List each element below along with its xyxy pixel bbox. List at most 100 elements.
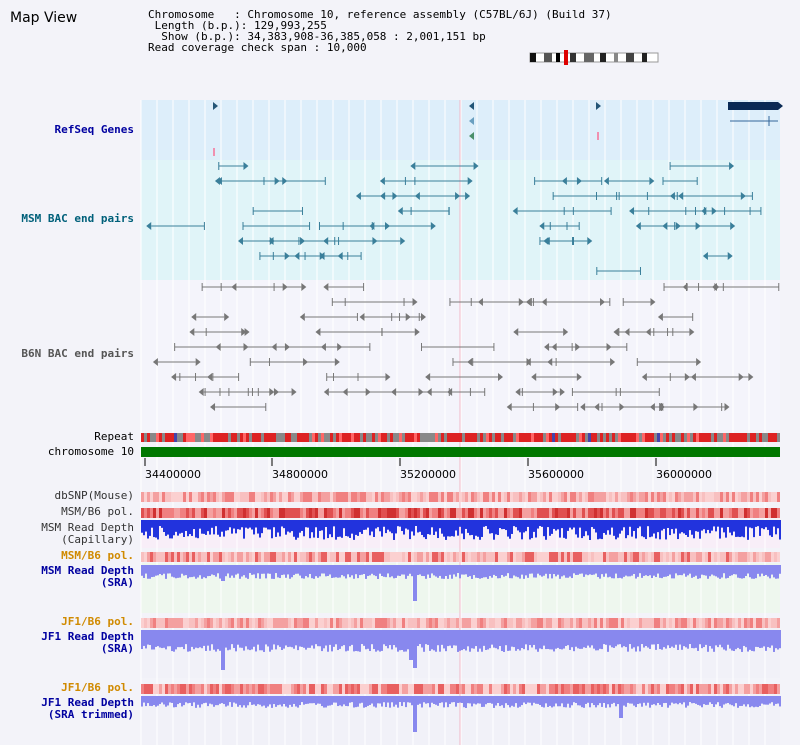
jf1-b6-pol-cell	[159, 618, 162, 628]
msm-sra-depth-bar	[157, 565, 159, 576]
axis-tick-label: 34800000	[272, 468, 328, 481]
track-label-refseq-genes[interactable]: RefSeq Genes	[54, 123, 134, 136]
jf1-sra-depth-bar	[303, 630, 305, 648]
track-label-dbsnp[interactable]: dbSNP(Mouse)	[54, 489, 134, 502]
capillary-depth-bar	[323, 520, 325, 540]
msm-sra-depth-bar	[643, 565, 645, 576]
jf1-b6-pol2-cell	[303, 684, 306, 694]
jf1-trim-depth-bar	[613, 696, 615, 703]
capillary-depth-bar	[649, 520, 651, 538]
msm-b6-pol2-cell	[720, 552, 723, 562]
msm-sra-depth-bar	[501, 565, 503, 576]
msm-sra-depth-bar	[415, 565, 417, 601]
dbsnp-cell	[237, 492, 240, 502]
repeat-segment	[720, 433, 723, 442]
jf1-trim-depth-bar	[329, 696, 331, 706]
jf1-sra-depth-bar	[589, 630, 591, 648]
msm-sra-depth-bar	[549, 565, 551, 574]
msm-sra-depth-bar	[313, 565, 315, 579]
axis-tick-label: 36000000	[656, 468, 712, 481]
msm-sra-depth-bar	[727, 565, 729, 578]
dbsnp-cell	[462, 492, 465, 502]
capillary-depth-bar	[159, 520, 161, 527]
jf1-trim-depth-bar	[367, 696, 369, 706]
msm-b6-pol-cell	[453, 508, 456, 518]
msm-b6-pol2-cell	[498, 552, 501, 562]
jf1-trim-depth-bar	[759, 696, 761, 706]
jf1-sra-depth-bar	[481, 630, 483, 652]
jf1-b6-pol-cell	[255, 618, 258, 628]
b6n-bac-pair-end	[323, 283, 329, 291]
capillary-depth-bar	[515, 520, 517, 528]
msm-sra-depth-bar	[755, 565, 757, 579]
jf1-trim-depth-bar	[433, 696, 435, 704]
repeat-segment	[330, 433, 333, 442]
dbsnp-cell	[153, 492, 156, 502]
jf1-b6-pol2-cell	[165, 684, 168, 694]
track-label-jf1-b6-pol-2[interactable]: JF1/B6 pol.	[61, 681, 134, 694]
track-label-msm-depth-capillary[interactable]: MSM Read Depth (Capillary)	[41, 522, 134, 546]
jf1-sra-depth-bar	[515, 630, 517, 651]
capillary-depth-bar	[435, 520, 437, 532]
capillary-depth-bar	[195, 520, 197, 538]
repeat-segment	[462, 433, 465, 442]
track-label-repeat[interactable]: Repeat	[94, 430, 134, 443]
b6n-bac-pair-end	[284, 343, 290, 351]
b6n-bac-pair-end	[152, 358, 158, 366]
dbsnp-cell	[576, 492, 579, 502]
jf1-b6-pol2-cell	[492, 684, 495, 694]
jf1-sra-depth-bar	[697, 630, 699, 651]
repeat-segment	[699, 433, 702, 442]
track-label-chromosome[interactable]: chromosome 10	[47, 445, 134, 458]
jf1-trim-depth-bar	[631, 696, 633, 704]
capillary-depth-bar	[211, 520, 213, 528]
jf1-b6-pol2-cell	[351, 684, 354, 694]
jf1-trim-depth-bar	[197, 696, 199, 705]
jf1-b6-pol-cell	[723, 618, 726, 628]
capillary-depth-bar	[671, 520, 673, 530]
jf1-sra-depth-bar	[339, 630, 341, 649]
capillary-depth-bar	[321, 520, 323, 531]
track-label-msm-b6-pol-2[interactable]: MSM/B6 pol.	[61, 549, 134, 562]
track-label-msm-b6-pol[interactable]: MSM/B6 pol.	[61, 505, 134, 518]
msm-b6-pol-cell	[456, 508, 459, 518]
track-label-jf1-depth-trimmed[interactable]: JF1 Read Depth (SRA trimmed)	[41, 697, 134, 721]
jf1-sra-depth-bar	[353, 630, 355, 652]
msm-sra-depth-bar	[451, 565, 453, 579]
track-label-jf1-b6-pol[interactable]: JF1/B6 pol.	[61, 615, 134, 628]
track-label-b6n-bac[interactable]: B6N BAC end pairs	[21, 347, 134, 360]
jf1-trim-depth-bar	[533, 696, 535, 703]
jf1-b6-pol-cell	[741, 618, 744, 628]
track-label-msm-bac[interactable]: MSM BAC end pairs	[21, 212, 134, 225]
jf1-b6-pol2-cell	[477, 684, 480, 694]
msm-b6-pol2-cell	[369, 552, 372, 562]
jf1-sra-depth-bar	[655, 630, 657, 650]
msm-b6-pol-cell	[510, 508, 513, 518]
msm-b6-pol-cell	[507, 508, 510, 518]
repeat-segment	[228, 433, 231, 442]
msm-b6-pol-cell	[324, 508, 327, 518]
capillary-depth-bar	[651, 520, 653, 537]
jf1-b6-pol2-cell	[507, 684, 510, 694]
msm-b6-pol2-cell	[321, 552, 324, 562]
jf1-b6-pol2-cell	[513, 684, 516, 694]
jf1-trim-depth-bar	[281, 696, 283, 707]
capillary-depth-bar	[585, 520, 587, 532]
track-label-msm-depth-sra[interactable]: MSM Read Depth (SRA)	[41, 565, 134, 589]
repeat-segment	[744, 433, 747, 442]
capillary-depth-bar	[535, 520, 537, 538]
jf1-trim-depth-bar	[665, 696, 667, 703]
jf1-sra-depth-bar	[217, 630, 219, 650]
msm-bac-pair-end	[727, 252, 733, 260]
capillary-depth-bar	[683, 520, 685, 534]
capillary-depth-bar	[339, 520, 341, 537]
track-label-jf1-depth-sra[interactable]: JF1 Read Depth (SRA)	[41, 631, 134, 655]
capillary-depth-bar	[401, 520, 403, 532]
dbsnp-cell	[384, 492, 387, 502]
jf1-b6-pol-cell	[246, 618, 249, 628]
dbsnp-cell	[720, 492, 723, 502]
repeat-segment	[405, 433, 408, 442]
jf1-sra-depth-bar	[597, 630, 599, 651]
repeat-segment	[621, 433, 624, 442]
msm-b6-pol-cell	[177, 508, 180, 518]
